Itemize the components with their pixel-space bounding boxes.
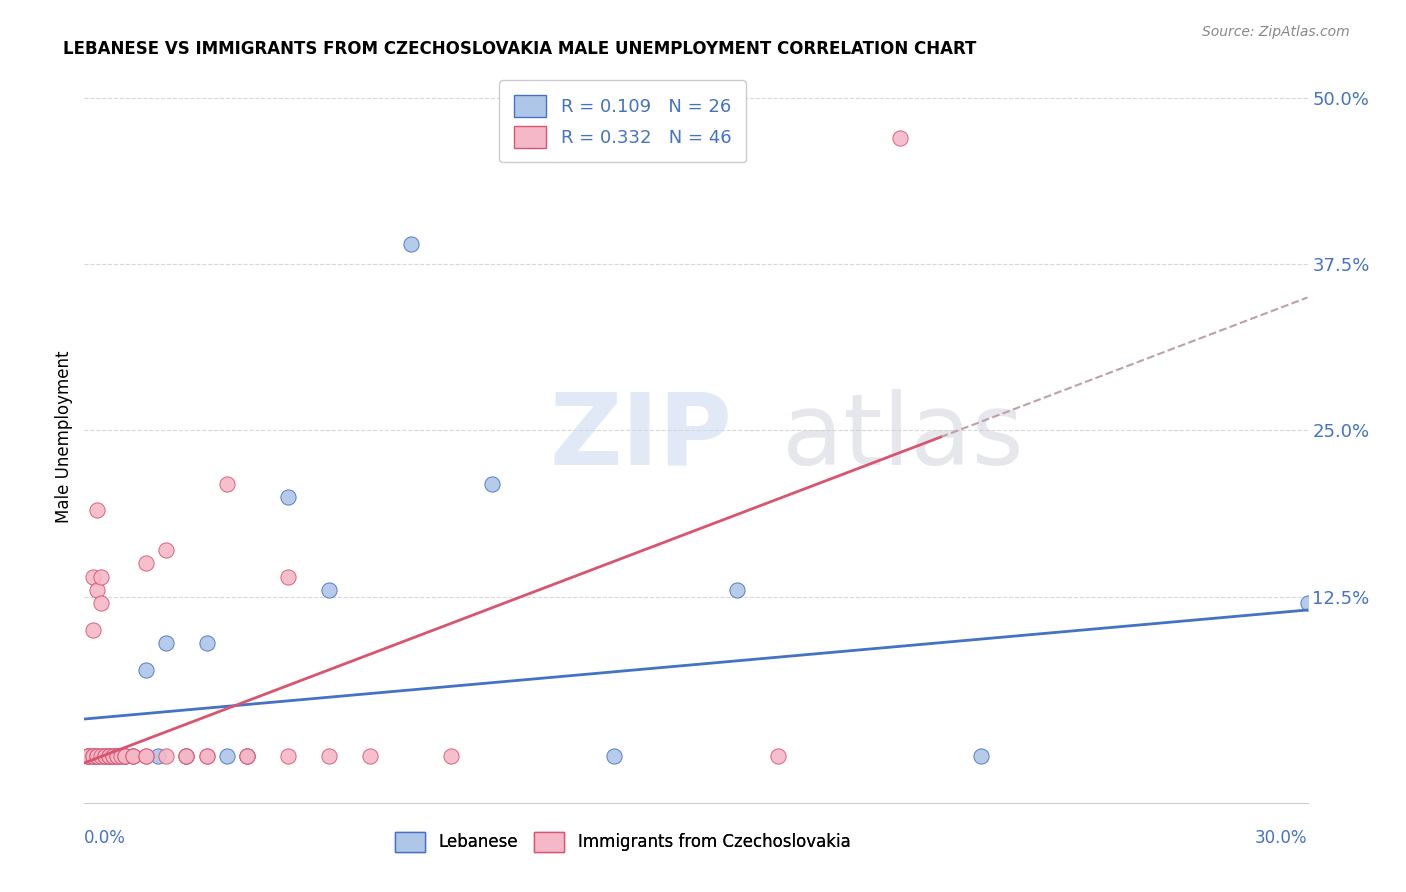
Point [105, 749, 128, 764]
Point [135, 749, 157, 764]
Point [970, 749, 993, 764]
Point [90, 570, 112, 584]
Point [135, 663, 157, 677]
Point [135, 749, 157, 764]
Point [359, 749, 381, 764]
Point [93, 749, 115, 764]
Point [101, 749, 124, 764]
Point [82, 749, 104, 764]
Point [86, 749, 108, 764]
Text: 30.0%: 30.0% [1256, 829, 1308, 847]
Point [155, 749, 177, 764]
Point [195, 749, 218, 764]
Point [105, 749, 128, 764]
Text: atlas: atlas [782, 389, 1024, 485]
Point [277, 490, 299, 504]
Point [174, 749, 197, 764]
Legend: Lebanese, Immigrants from Czechoslovakia: Lebanese, Immigrants from Czechoslovakia [387, 823, 859, 860]
Point [155, 636, 177, 650]
Point [82, 749, 104, 764]
Point [195, 636, 218, 650]
Point [277, 570, 299, 584]
Point [481, 476, 503, 491]
Point [236, 749, 259, 764]
Point [155, 543, 177, 558]
Point [135, 557, 157, 571]
Point [86, 749, 108, 764]
Point [86, 503, 108, 517]
Point [82, 570, 104, 584]
Point [277, 749, 299, 764]
Point [97, 749, 120, 764]
Point [114, 749, 136, 764]
Y-axis label: Male Unemployment: Male Unemployment [55, 351, 73, 524]
Point [766, 749, 789, 764]
Point [318, 749, 340, 764]
Point [105, 749, 128, 764]
Point [174, 749, 197, 764]
Point [86, 582, 108, 597]
Point [110, 749, 132, 764]
Point [217, 749, 239, 764]
Point [101, 749, 124, 764]
Point [90, 749, 112, 764]
Point [110, 749, 132, 764]
Text: Source: ZipAtlas.com: Source: ZipAtlas.com [1202, 25, 1350, 38]
Point [97, 749, 120, 764]
Point [146, 749, 169, 764]
Point [90, 596, 112, 610]
Point [725, 582, 748, 597]
Point [217, 476, 239, 491]
Point [195, 749, 218, 764]
Point [440, 749, 463, 764]
Point [122, 749, 145, 764]
Point [1296, 596, 1319, 610]
Point [93, 749, 115, 764]
Point [77, 749, 100, 764]
Point [122, 749, 145, 764]
Point [236, 749, 259, 764]
Point [318, 582, 340, 597]
Text: ZIP: ZIP [550, 389, 733, 485]
Point [77, 749, 100, 764]
Point [603, 749, 626, 764]
Point [90, 749, 112, 764]
Point [114, 749, 136, 764]
Point [86, 749, 108, 764]
Point [122, 749, 145, 764]
Point [77, 749, 100, 764]
Point [82, 623, 104, 637]
Text: 0.0%: 0.0% [84, 829, 127, 847]
Point [236, 749, 259, 764]
Point [93, 749, 115, 764]
Text: LEBANESE VS IMMIGRANTS FROM CZECHOSLOVAKIA MALE UNEMPLOYMENT CORRELATION CHART: LEBANESE VS IMMIGRANTS FROM CZECHOSLOVAK… [63, 40, 977, 58]
Point [889, 131, 911, 145]
Point [97, 749, 120, 764]
Point [77, 749, 100, 764]
Point [82, 749, 104, 764]
Point [399, 237, 422, 252]
Point [114, 749, 136, 764]
Point [101, 749, 124, 764]
Point [174, 749, 197, 764]
